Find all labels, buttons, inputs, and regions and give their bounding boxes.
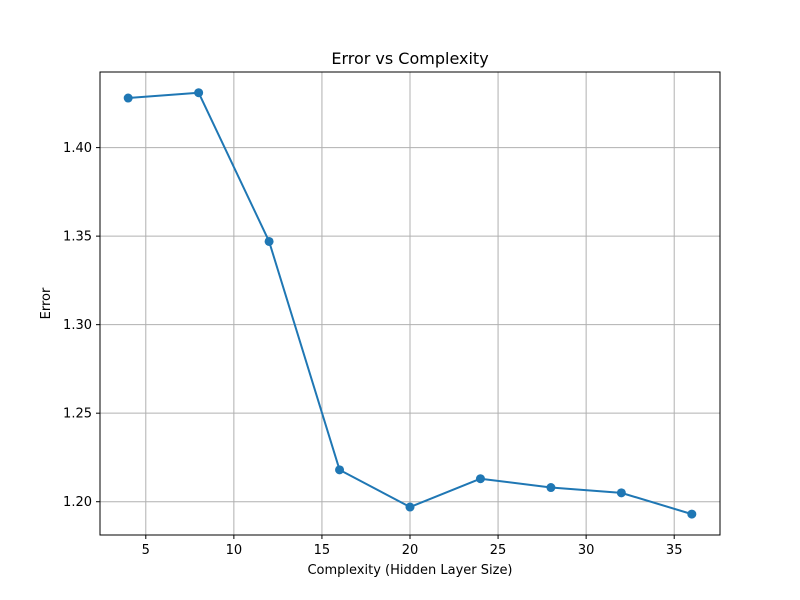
y-tick-label: 1.30 [63, 318, 92, 333]
data-point [687, 509, 697, 519]
data-point [194, 88, 204, 98]
y-axis-label: Error [39, 287, 54, 319]
x-tick-label: 20 [402, 543, 419, 558]
x-tick-label: 35 [666, 543, 683, 558]
x-tick-label: 15 [314, 543, 331, 558]
y-tick-label: 1.20 [63, 495, 92, 510]
chart-title: Error vs Complexity [331, 49, 488, 68]
data-point [405, 502, 415, 512]
data-point [335, 465, 345, 475]
data-point [546, 483, 556, 493]
x-tick-label: 10 [226, 543, 243, 558]
x-tick-label: 25 [490, 543, 507, 558]
x-tick-label: 30 [578, 543, 595, 558]
y-tick-label: 1.25 [63, 407, 92, 422]
grid [100, 72, 720, 535]
data-point [475, 474, 485, 484]
x-tick-label: 5 [142, 543, 150, 558]
data-point [616, 488, 626, 498]
x-axis: 5 10 15 20 25 30 35 [142, 535, 683, 558]
data-point [264, 236, 274, 246]
y-tick-label: 1.40 [63, 141, 92, 156]
y-axis: 1.20 1.25 1.30 1.35 1.40 [63, 141, 100, 510]
series-line [123, 88, 697, 519]
x-axis-label: Complexity (Hidden Layer Size) [307, 563, 512, 578]
y-tick-label: 1.35 [63, 230, 92, 245]
data-point [123, 93, 133, 103]
